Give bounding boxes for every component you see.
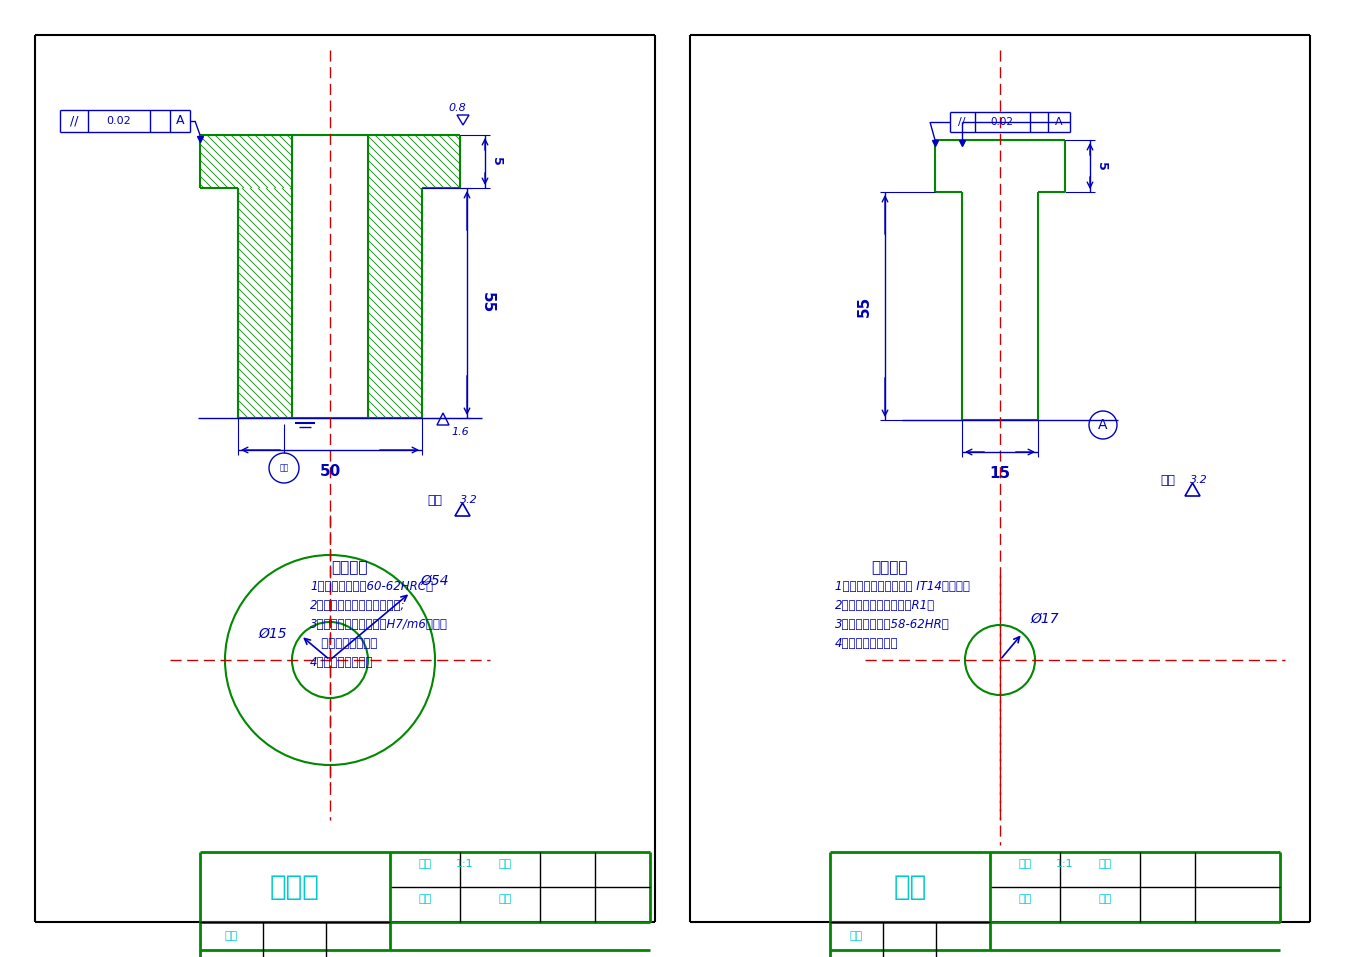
Text: 凸凹模: 凸凹模 [271,873,320,901]
Text: A: A [176,115,184,127]
Text: 0.02: 0.02 [106,116,132,126]
Text: 2、零件图上未注圆角为R1；: 2、零件图上未注圆角为R1； [835,599,935,612]
Text: 制图: 制图 [225,931,238,941]
Text: 3.2: 3.2 [1190,475,1207,485]
Text: 5: 5 [490,157,503,166]
Text: 由卸料板来保证；: 由卸料板来保证； [310,637,377,650]
Text: 1、零图上未注明公差按 IT14级查取；: 1、零图上未注明公差按 IT14级查取； [835,580,970,593]
Text: 1:1: 1:1 [1057,859,1074,869]
Text: 3、热处理硬度：58-62HR；: 3、热处理硬度：58-62HR； [835,618,950,631]
Text: 2、表面钳工打磨须使无毛刺;: 2、表面钳工打磨须使无毛刺; [310,599,405,612]
Text: 1、热处理硬度：60-62HRC；: 1、热处理硬度：60-62HRC； [310,580,433,593]
Text: 比例: 比例 [419,859,432,869]
Text: A: A [1098,418,1108,432]
Text: 制图: 制图 [849,931,863,941]
Text: 技术要求: 技术要求 [331,560,369,575]
Text: 3.2: 3.2 [460,495,478,505]
Text: 3、凸凹模与卸料板采用H7/m6配合，: 3、凸凹模与卸料板采用H7/m6配合， [310,618,448,631]
Text: Ø15: Ø15 [258,627,288,640]
Text: 1:1: 1:1 [456,859,474,869]
Text: 其余: 其余 [428,494,443,506]
Text: 4、保证刃口锋利。: 4、保证刃口锋利。 [310,656,373,669]
Text: 凸模: 凸模 [894,873,926,901]
Text: 55: 55 [481,293,495,314]
Text: Ø54: Ø54 [420,573,450,588]
Text: 重量: 重量 [419,894,432,904]
Text: 15: 15 [989,466,1011,481]
Text: A: A [1055,117,1063,127]
Text: 图号: 图号 [1098,859,1112,869]
Text: 5: 5 [1096,162,1108,170]
Text: 55: 55 [857,296,872,317]
Text: Ø17: Ø17 [1031,612,1059,626]
Text: 0.8: 0.8 [448,103,466,113]
Text: 重量: 重量 [1019,894,1031,904]
Text: 基准: 基准 [280,463,288,473]
Text: 1.6: 1.6 [451,427,468,437]
Text: 技术要求: 技术要求 [872,560,909,575]
Text: //: // [70,115,78,127]
Text: 图号: 图号 [498,859,511,869]
Text: //: // [958,117,965,127]
Text: 其余: 其余 [1160,474,1175,486]
Text: 50: 50 [319,464,341,479]
Text: 4、保证刃口锋利。: 4、保证刃口锋利。 [835,637,899,650]
Text: 0.02: 0.02 [991,117,1014,127]
Text: 比例: 比例 [1019,859,1031,869]
Text: 日期: 日期 [1098,894,1112,904]
Text: 日期: 日期 [498,894,511,904]
